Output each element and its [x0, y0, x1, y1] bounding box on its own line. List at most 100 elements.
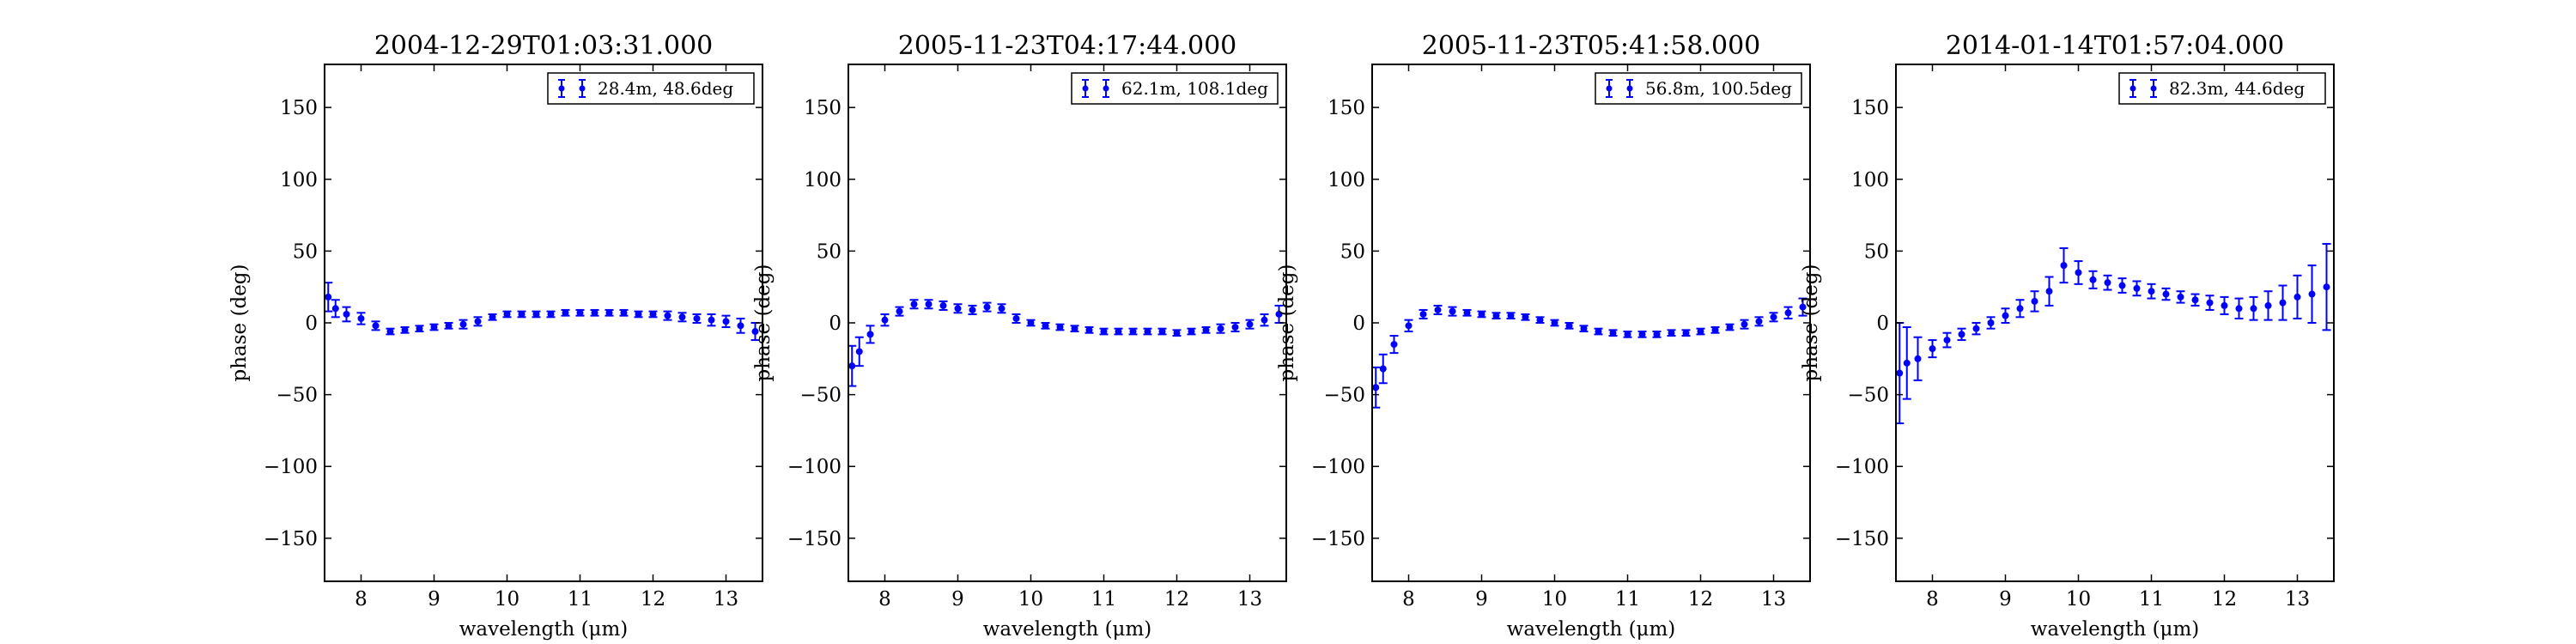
subplot-2: 2005-11-23T04:17:44.000 8 9 10 11 12 13 −150 −10… — [752, 31, 1287, 641]
data-point — [445, 322, 453, 330]
data-point — [576, 309, 584, 317]
subplot-title: 2004-12-29T01:03:31.000 — [374, 31, 714, 61]
legend-marker-point — [1626, 85, 1633, 92]
data-point — [1449, 307, 1456, 315]
data-point — [1595, 328, 1602, 336]
y-tick-label: 0 — [305, 313, 318, 335]
y-tick-label: −100 — [787, 456, 841, 478]
data-point — [1419, 310, 1427, 318]
data-point — [2002, 312, 2009, 319]
data-point — [620, 309, 628, 317]
y-tick-label: −100 — [1835, 456, 1889, 478]
subplot-title: 2014-01-14T01:57:04.000 — [1946, 31, 2285, 61]
data-point — [1261, 316, 1268, 324]
x-tick-label: 11 — [1091, 588, 1116, 611]
data-point — [1434, 306, 1442, 313]
y-tick-label: −150 — [1311, 528, 1365, 550]
data-point — [2279, 299, 2287, 307]
data-point — [2177, 293, 2184, 301]
y-tick-label: 100 — [1851, 169, 1889, 191]
data-point — [1565, 322, 1573, 330]
data-point — [416, 325, 423, 332]
data-point — [1741, 320, 1748, 328]
legend-marker-point — [1103, 85, 1109, 92]
data-point — [2075, 269, 2082, 276]
subplot-4: 2014-01-14T01:57:04.000 8 9 10 11 12 13 −150 −10… — [1800, 31, 2335, 641]
y-tick-label: 50 — [1340, 240, 1365, 263]
data-point — [2118, 282, 2126, 289]
data-point — [2206, 299, 2214, 307]
data-point — [1372, 384, 1380, 392]
series-points — [325, 282, 760, 342]
data-point — [2308, 290, 2316, 298]
x-tick-label: 11 — [568, 588, 592, 611]
y-axis-label: phase (deg) — [1800, 264, 1822, 382]
y-tick-label: 50 — [817, 240, 841, 263]
data-point — [1522, 313, 1529, 321]
subplot-title: 2005-11-23T04:17:44.000 — [898, 31, 1237, 61]
legend-marker-point — [1606, 85, 1613, 92]
data-point — [2104, 279, 2111, 287]
data-point — [1624, 331, 1631, 338]
data-point — [591, 309, 598, 317]
x-axis-label: wavelength (μm) — [2031, 618, 2200, 641]
data-point — [1929, 345, 1936, 353]
y-tick-label: −100 — [264, 456, 318, 478]
data-point — [489, 313, 496, 321]
data-point — [751, 328, 759, 336]
data-point — [325, 293, 332, 301]
data-point — [2031, 297, 2038, 305]
data-point — [372, 322, 380, 330]
x-tick-label: 13 — [1761, 588, 1786, 611]
data-point — [1202, 326, 1210, 334]
y-axis-label: phase (deg) — [1276, 264, 1298, 382]
data-point — [1987, 319, 1995, 326]
data-point — [1507, 312, 1515, 319]
legend-label: 82.3m, 44.6deg — [2169, 78, 2305, 99]
data-point — [866, 331, 874, 338]
x-tick-label: 9 — [1475, 588, 1488, 611]
y-tick-label: 100 — [280, 169, 318, 191]
data-point — [2060, 262, 2068, 270]
data-point — [1478, 310, 1485, 318]
x-tick-label: 13 — [714, 588, 738, 611]
data-point — [1275, 310, 1283, 318]
legend-marker-point — [2150, 85, 2157, 92]
data-point — [1100, 328, 1108, 336]
data-point — [459, 320, 467, 328]
data-point — [737, 322, 744, 330]
data-point — [2235, 305, 2243, 313]
data-point — [1405, 322, 1413, 330]
data-point — [693, 314, 701, 322]
y-tick-label: −50 — [1323, 385, 1365, 407]
data-point — [2293, 293, 2301, 301]
y-tick-label: 100 — [804, 169, 841, 191]
data-point — [343, 310, 350, 318]
data-point — [855, 348, 863, 355]
y-tick-label: 50 — [1864, 240, 1889, 263]
data-point — [708, 316, 715, 324]
y-axis-label: phase (deg) — [228, 264, 251, 382]
x-axis-label: wavelength (μm) — [1507, 618, 1676, 641]
data-point — [1144, 328, 1151, 336]
data-point — [1012, 314, 1020, 322]
x-tick-label: 8 — [878, 588, 891, 611]
data-point — [503, 310, 511, 318]
data-point — [2221, 301, 2228, 309]
data-point — [1799, 303, 1807, 311]
data-point — [1158, 328, 1166, 336]
data-point — [1071, 325, 1078, 332]
data-point — [1115, 328, 1122, 336]
data-point — [1188, 328, 1195, 336]
data-point — [1903, 359, 1911, 367]
x-tick-label: 10 — [495, 588, 519, 611]
data-point — [474, 318, 482, 325]
y-tick-label: 150 — [280, 97, 318, 119]
data-point — [1056, 324, 1064, 331]
data-point — [532, 310, 540, 318]
data-point — [2264, 301, 2272, 309]
data-point — [547, 310, 555, 318]
data-point — [635, 310, 642, 318]
x-tick-label: 8 — [1926, 588, 1939, 611]
